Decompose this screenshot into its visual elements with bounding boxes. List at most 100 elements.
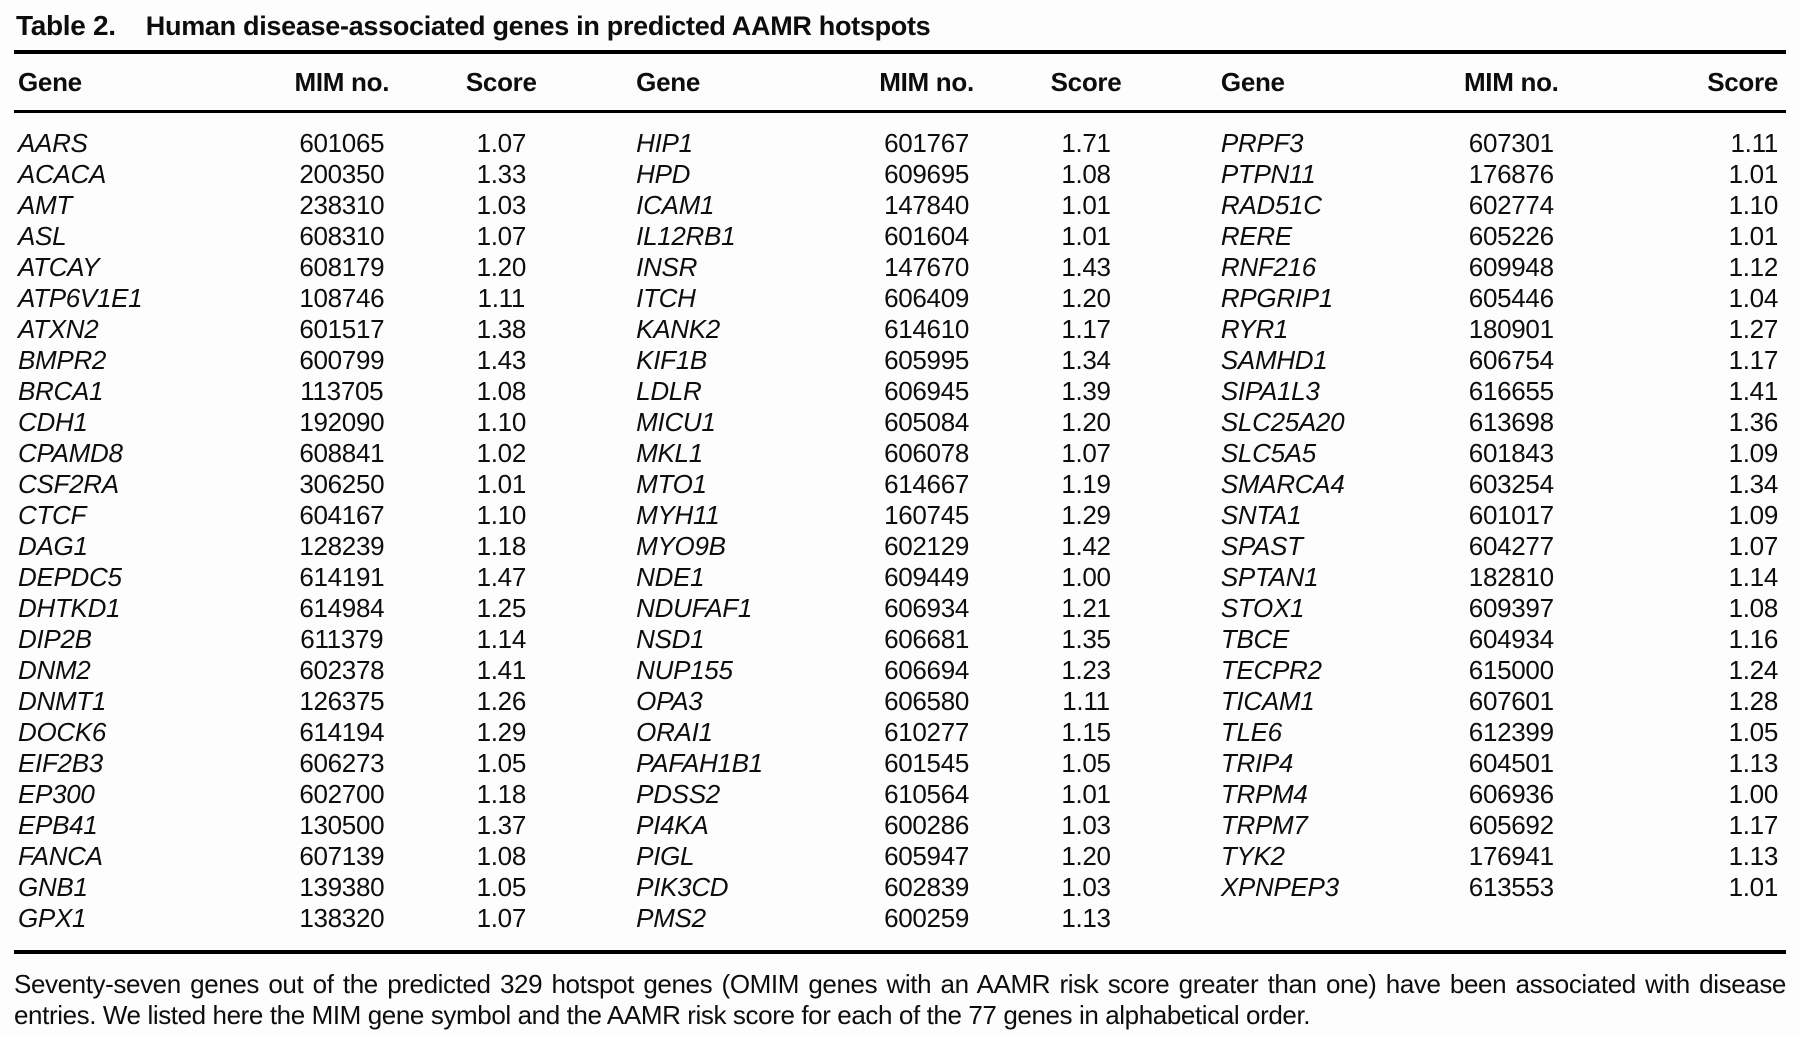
table-row: ACACA 200350 1.33 HPD 609695 1.08 PTPN11 176876…: [14, 159, 1786, 190]
score-cell: 1.07: [476, 903, 527, 933]
score-cell: 1.18: [476, 531, 527, 561]
gene-cell: NUP155: [636, 655, 733, 685]
gene-cell: PAFAH1B1: [636, 748, 763, 778]
table-title-bar: Table 2. Human disease-associated genes …: [14, 6, 1786, 50]
gene-cell: ITCH: [636, 283, 696, 313]
mim-cell: 180901: [1468, 314, 1554, 344]
score-cell: 1.04: [1728, 283, 1779, 313]
mim-cell: 606694: [884, 655, 970, 685]
table-row: GNB1 139380 1.05 PIK3CD 602839 1.03 XPNPEP3 613…: [14, 872, 1786, 903]
gene-cell: SPTAN1: [1220, 562, 1319, 592]
mim-cell: 601517: [299, 314, 385, 344]
mim-cell: 192090: [299, 407, 385, 437]
mim-cell: 609695: [884, 159, 970, 189]
gene-cell: PTPN11: [1220, 159, 1316, 189]
gene-cell: HIP1: [636, 128, 693, 158]
gene-cell: CSF2RA: [18, 469, 119, 499]
score-cell: 1.01: [1061, 779, 1111, 809]
mim-cell: 614191: [299, 562, 385, 592]
gene-cell: GNB1: [18, 872, 88, 902]
mim-cell: 613698: [1468, 407, 1554, 437]
gene-cell: ASL: [18, 221, 67, 251]
score-cell: 1.11: [477, 283, 526, 313]
gene-cell: ORAI1: [636, 717, 713, 747]
table-row: ATXN2 601517 1.38 KANK2 614610 1.17 RYR1 180901…: [14, 314, 1786, 345]
score-cell: 1.01: [1728, 159, 1779, 189]
gene-cell: CDH1: [18, 407, 88, 437]
mim-cell: 602129: [884, 531, 970, 561]
gene-cell: BRCA1: [18, 376, 104, 406]
score-cell: 1.20: [476, 252, 527, 282]
mim-cell: 602700: [299, 779, 385, 809]
score-cell: 1.25: [476, 593, 527, 623]
gene-cell: ATP6V1E1: [18, 283, 143, 313]
gene-cell: INSR: [636, 252, 698, 282]
score-cell: 1.35: [1061, 624, 1111, 654]
mim-cell: 608841: [299, 438, 385, 468]
gene-cell: PMS2: [636, 903, 706, 933]
score-cell: 1.03: [476, 190, 527, 220]
score-cell: 1.07: [476, 221, 527, 251]
mim-cell: 607301: [1468, 128, 1554, 158]
mim-cell: 606945: [884, 376, 970, 406]
mim-cell: 615000: [1468, 655, 1554, 685]
mim-cell: 614984: [299, 593, 385, 623]
table-row: CDH1 192090 1.10 MICU1 605084 1.20 SLC25A20 613…: [14, 407, 1786, 438]
mim-cell: 616655: [1468, 376, 1554, 406]
mim-cell: 614610: [884, 314, 970, 344]
mim-cell: 601545: [884, 748, 970, 778]
gene-cell: SIPA1L3: [1220, 376, 1320, 406]
score-cell: 1.24: [1728, 655, 1779, 685]
mim-cell: 604934: [1468, 624, 1554, 654]
table-row: FANCA 607139 1.08 PIGL 605947 1.20 TYK2 176941 1…: [14, 841, 1786, 872]
gene-cell: TBCE: [1220, 624, 1290, 654]
gene-cell: ATXN2: [18, 314, 99, 344]
score-cell: 1.17: [1728, 810, 1779, 840]
score-cell: 1.16: [1728, 624, 1779, 654]
table-row: DIP2B 611379 1.14 NSD1 606681 1.35 TBCE 604934 1…: [14, 624, 1786, 655]
mim-cell: 176876: [1468, 159, 1554, 189]
gene-cell: DHTKD1: [18, 593, 121, 623]
mim-cell: 614667: [884, 469, 970, 499]
column-header-gene-3: Gene: [1156, 52, 1423, 113]
score-cell: 1.20: [1061, 841, 1111, 871]
score-cell: 1.03: [1061, 872, 1111, 902]
score-cell: 1.01: [1728, 221, 1779, 251]
score-cell: 1.71: [1061, 128, 1111, 158]
table-row: EPB41 130500 1.37 PI4KA 600286 1.03 TRPM7 60569…: [14, 810, 1786, 841]
score-cell: 1.05: [476, 748, 527, 778]
score-cell: 1.34: [1061, 345, 1111, 375]
mim-cell: 600259: [884, 903, 970, 933]
gene-cell: STOX1: [1220, 593, 1305, 623]
score-cell: 1.33: [476, 159, 527, 189]
mim-cell: 613553: [1468, 872, 1554, 902]
gene-cell: TLE6: [1220, 717, 1282, 747]
table-row: DNMT1 126375 1.26 OPA3 606580 1.11 TICAM1 60760…: [14, 686, 1786, 717]
mim-cell: 306250: [299, 469, 385, 499]
score-cell: 1.43: [476, 345, 527, 375]
mim-cell: 601065: [299, 128, 385, 158]
mim-cell: 604277: [1468, 531, 1554, 561]
score-cell: 1.08: [476, 841, 527, 871]
gene-cell: PIK3CD: [636, 872, 729, 902]
score-cell: 1.05: [1061, 748, 1111, 778]
score-cell: 1.41: [476, 655, 527, 685]
mim-cell: 607601: [1468, 686, 1554, 716]
gene-cell: PRPF3: [1220, 128, 1304, 158]
mim-cell: 610277: [884, 717, 970, 747]
mim-cell: 611379: [300, 624, 384, 654]
mim-cell: [1423, 903, 1600, 952]
gene-cell: ATCAY: [18, 252, 100, 282]
score-cell: 1.29: [476, 717, 527, 747]
mim-cell: 605084: [884, 407, 970, 437]
mim-cell: 605995: [884, 345, 970, 375]
gene-cell: DEPDC5: [18, 562, 122, 592]
table-row: DEPDC5 614191 1.47 NDE1 609449 1.00 SPTAN1 1828…: [14, 562, 1786, 593]
score-cell: 1.29: [1061, 500, 1111, 530]
mim-cell: 605226: [1468, 221, 1554, 251]
score-cell: 1.23: [1061, 655, 1111, 685]
gene-cell: [1157, 903, 1423, 952]
mim-cell: 600286: [884, 810, 970, 840]
score-cell: 1.20: [1061, 283, 1111, 313]
mim-cell: 601843: [1468, 438, 1554, 468]
